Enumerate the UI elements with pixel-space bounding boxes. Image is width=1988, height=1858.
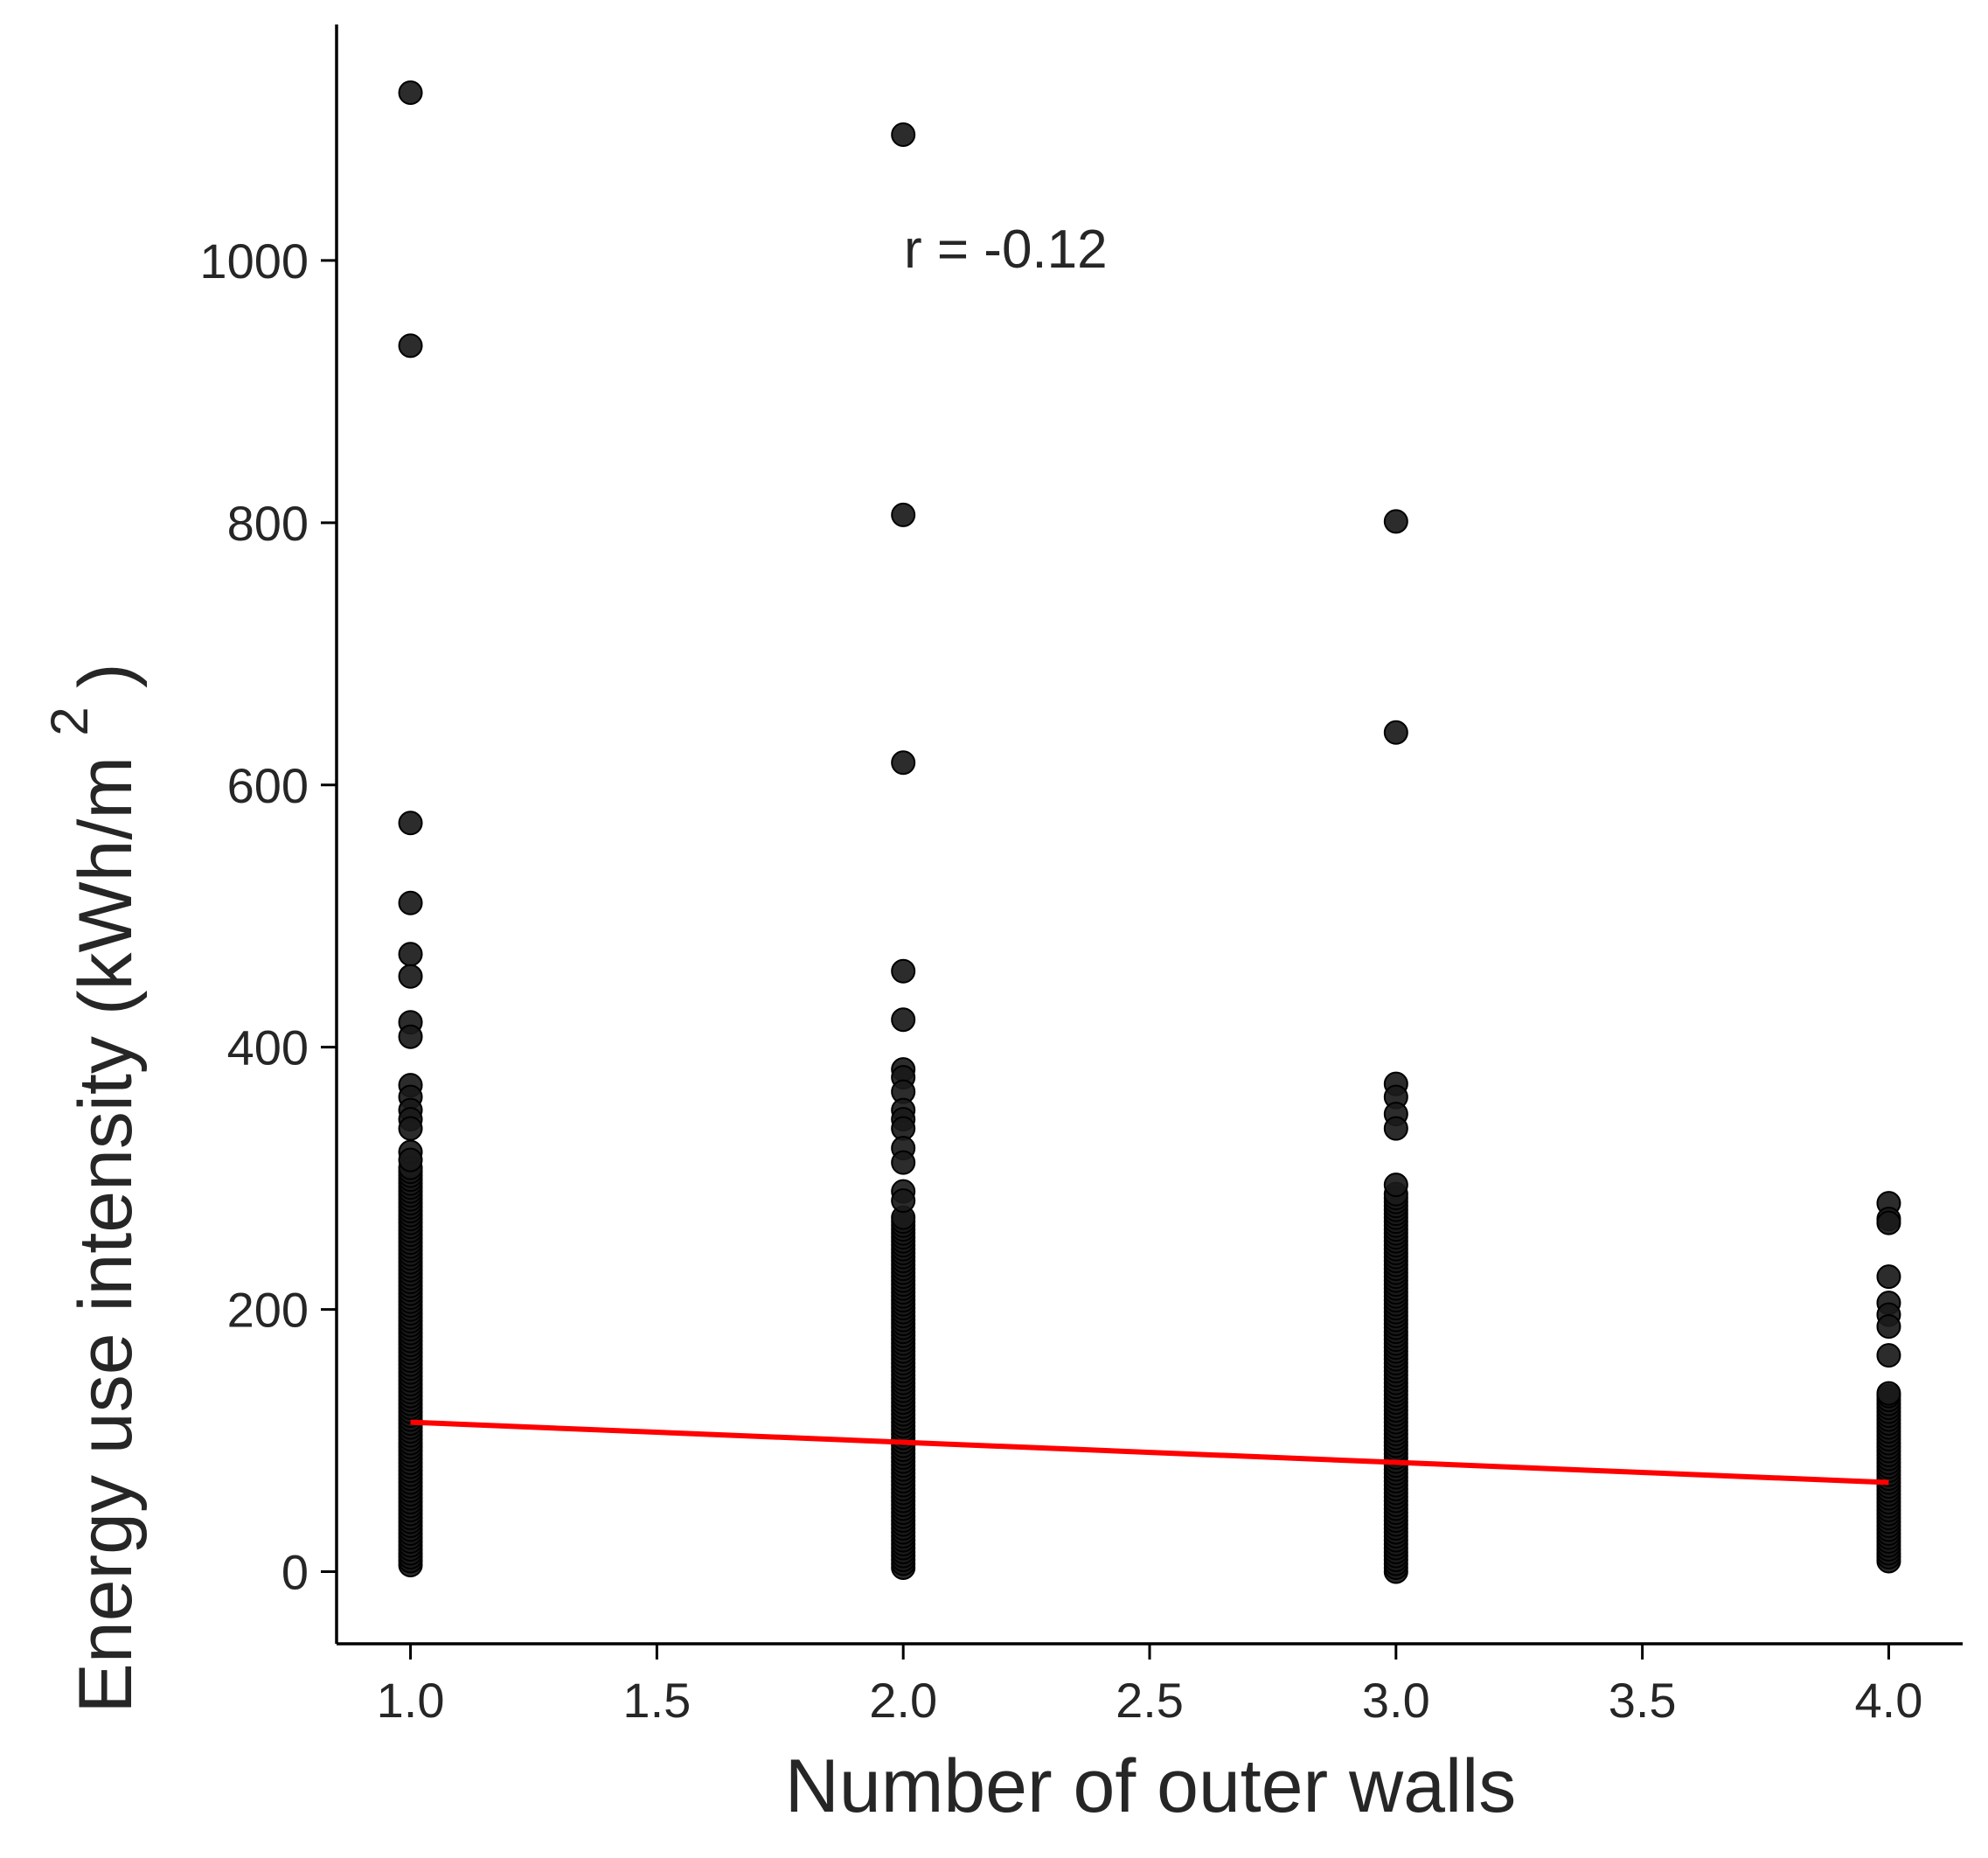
y-tick-label: 1000 (199, 233, 309, 289)
data-point (891, 1007, 916, 1033)
x-tick-label: 4.0 (1855, 1673, 1923, 1728)
data-point (1876, 1381, 1901, 1406)
x-tick-label: 1.5 (622, 1673, 691, 1728)
data-point (1876, 1264, 1901, 1290)
y-axis-label: Energy use intensity (kWh/m (64, 756, 148, 1713)
x-tick-label: 2.0 (869, 1673, 937, 1728)
data-point (398, 942, 423, 967)
y-tick-label: 0 (282, 1545, 309, 1600)
y-tick-label: 800 (227, 496, 309, 551)
y-axis-label-superscript: 2 (40, 706, 99, 735)
data-point (398, 333, 423, 358)
data-point (398, 811, 423, 836)
x-tick-label: 3.5 (1609, 1673, 1677, 1728)
x-tick-label: 2.5 (1116, 1673, 1184, 1728)
data-point (398, 890, 423, 915)
data-point (1876, 1314, 1901, 1340)
y-tick-label: 400 (227, 1020, 309, 1075)
data-point (1383, 720, 1408, 745)
data-point (1876, 1343, 1901, 1368)
axes-layer (335, 24, 1963, 1646)
y-axis-label-close-paren: ) (64, 663, 148, 688)
data-point (891, 1188, 916, 1214)
y-tick-label: 200 (227, 1283, 309, 1338)
regression-layer (410, 1419, 1889, 1486)
correlation-annotation: r = -0.12 (904, 219, 1108, 280)
y-axis-label-group: Energy use intensity (kWh/m 2 ) (40, 663, 148, 1713)
data-point (398, 1147, 423, 1173)
data-point (1383, 1173, 1408, 1198)
y-ticks: 0 200 400 600 800 1000 (199, 233, 337, 1600)
x-axis-label: Number of outer walls (785, 1744, 1516, 1828)
x-tick-label: 3.0 (1362, 1673, 1430, 1728)
data-point (1876, 1210, 1901, 1235)
data-point (1383, 509, 1408, 534)
x-tick-label: 1.0 (377, 1673, 445, 1728)
data-point (398, 1116, 423, 1141)
data-point (398, 1024, 423, 1049)
y-tick-label: 600 (227, 758, 309, 813)
regression-line (410, 1419, 1889, 1486)
data-point (891, 502, 916, 527)
points-layer (398, 80, 1901, 1584)
data-point (891, 750, 916, 776)
data-point (891, 122, 916, 147)
data-point (1383, 1116, 1408, 1141)
data-point (398, 964, 423, 989)
data-point (891, 958, 916, 984)
x-ticks: 1.0 1.5 2.0 2.5 3.0 3.5 4.0 (377, 1644, 1923, 1728)
data-point (891, 1150, 916, 1175)
data-point (398, 80, 423, 105)
